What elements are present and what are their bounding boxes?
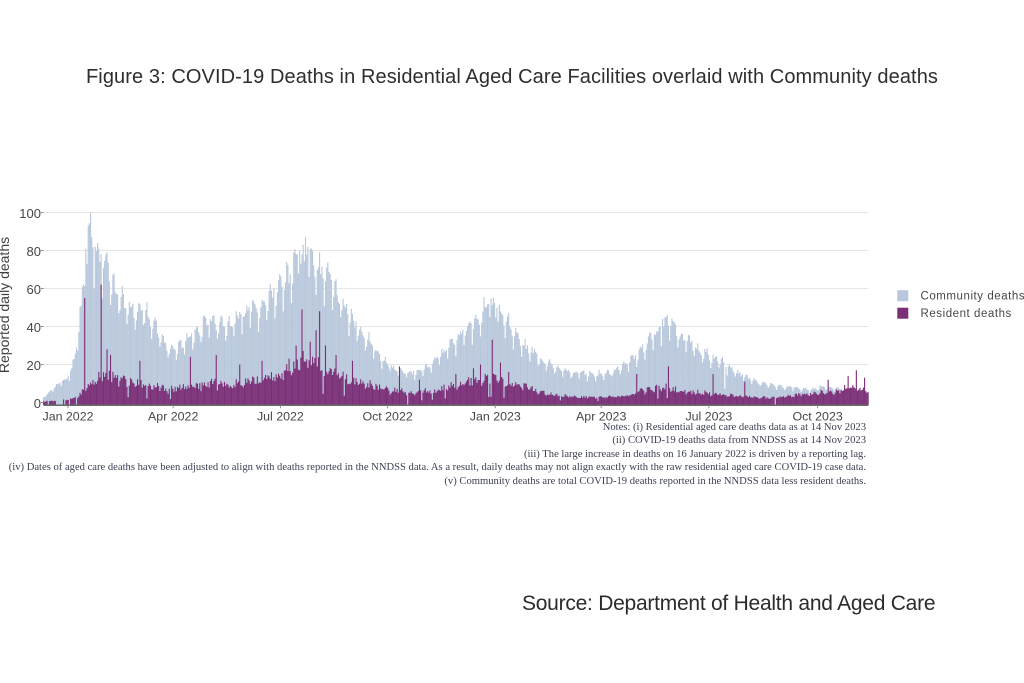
svg-text:0: 0 [34, 396, 41, 411]
svg-text:Jan 2023: Jan 2023 [470, 409, 521, 423]
svg-text:Oct 2023: Oct 2023 [792, 409, 842, 423]
svg-text:Oct 2022: Oct 2022 [362, 409, 412, 423]
svg-text:60: 60 [27, 282, 41, 297]
svg-text:Apr 2022: Apr 2022 [148, 409, 198, 423]
svg-text:40: 40 [27, 320, 41, 335]
svg-text:100: 100 [19, 206, 41, 221]
svg-text:80: 80 [27, 244, 41, 259]
svg-text:Jan 2022: Jan 2022 [43, 409, 94, 423]
svg-text:Jul 2023: Jul 2023 [685, 409, 732, 423]
svg-text:20: 20 [27, 358, 41, 373]
svg-text:Apr 2023: Apr 2023 [576, 409, 626, 423]
svg-text:Resident deaths: Resident deaths [921, 308, 1012, 320]
svg-text:Community deaths: Community deaths [921, 291, 1024, 303]
svg-text:Reported daily deaths: Reported daily deaths [0, 237, 12, 373]
svg-text:Jul 2022: Jul 2022 [257, 409, 304, 423]
